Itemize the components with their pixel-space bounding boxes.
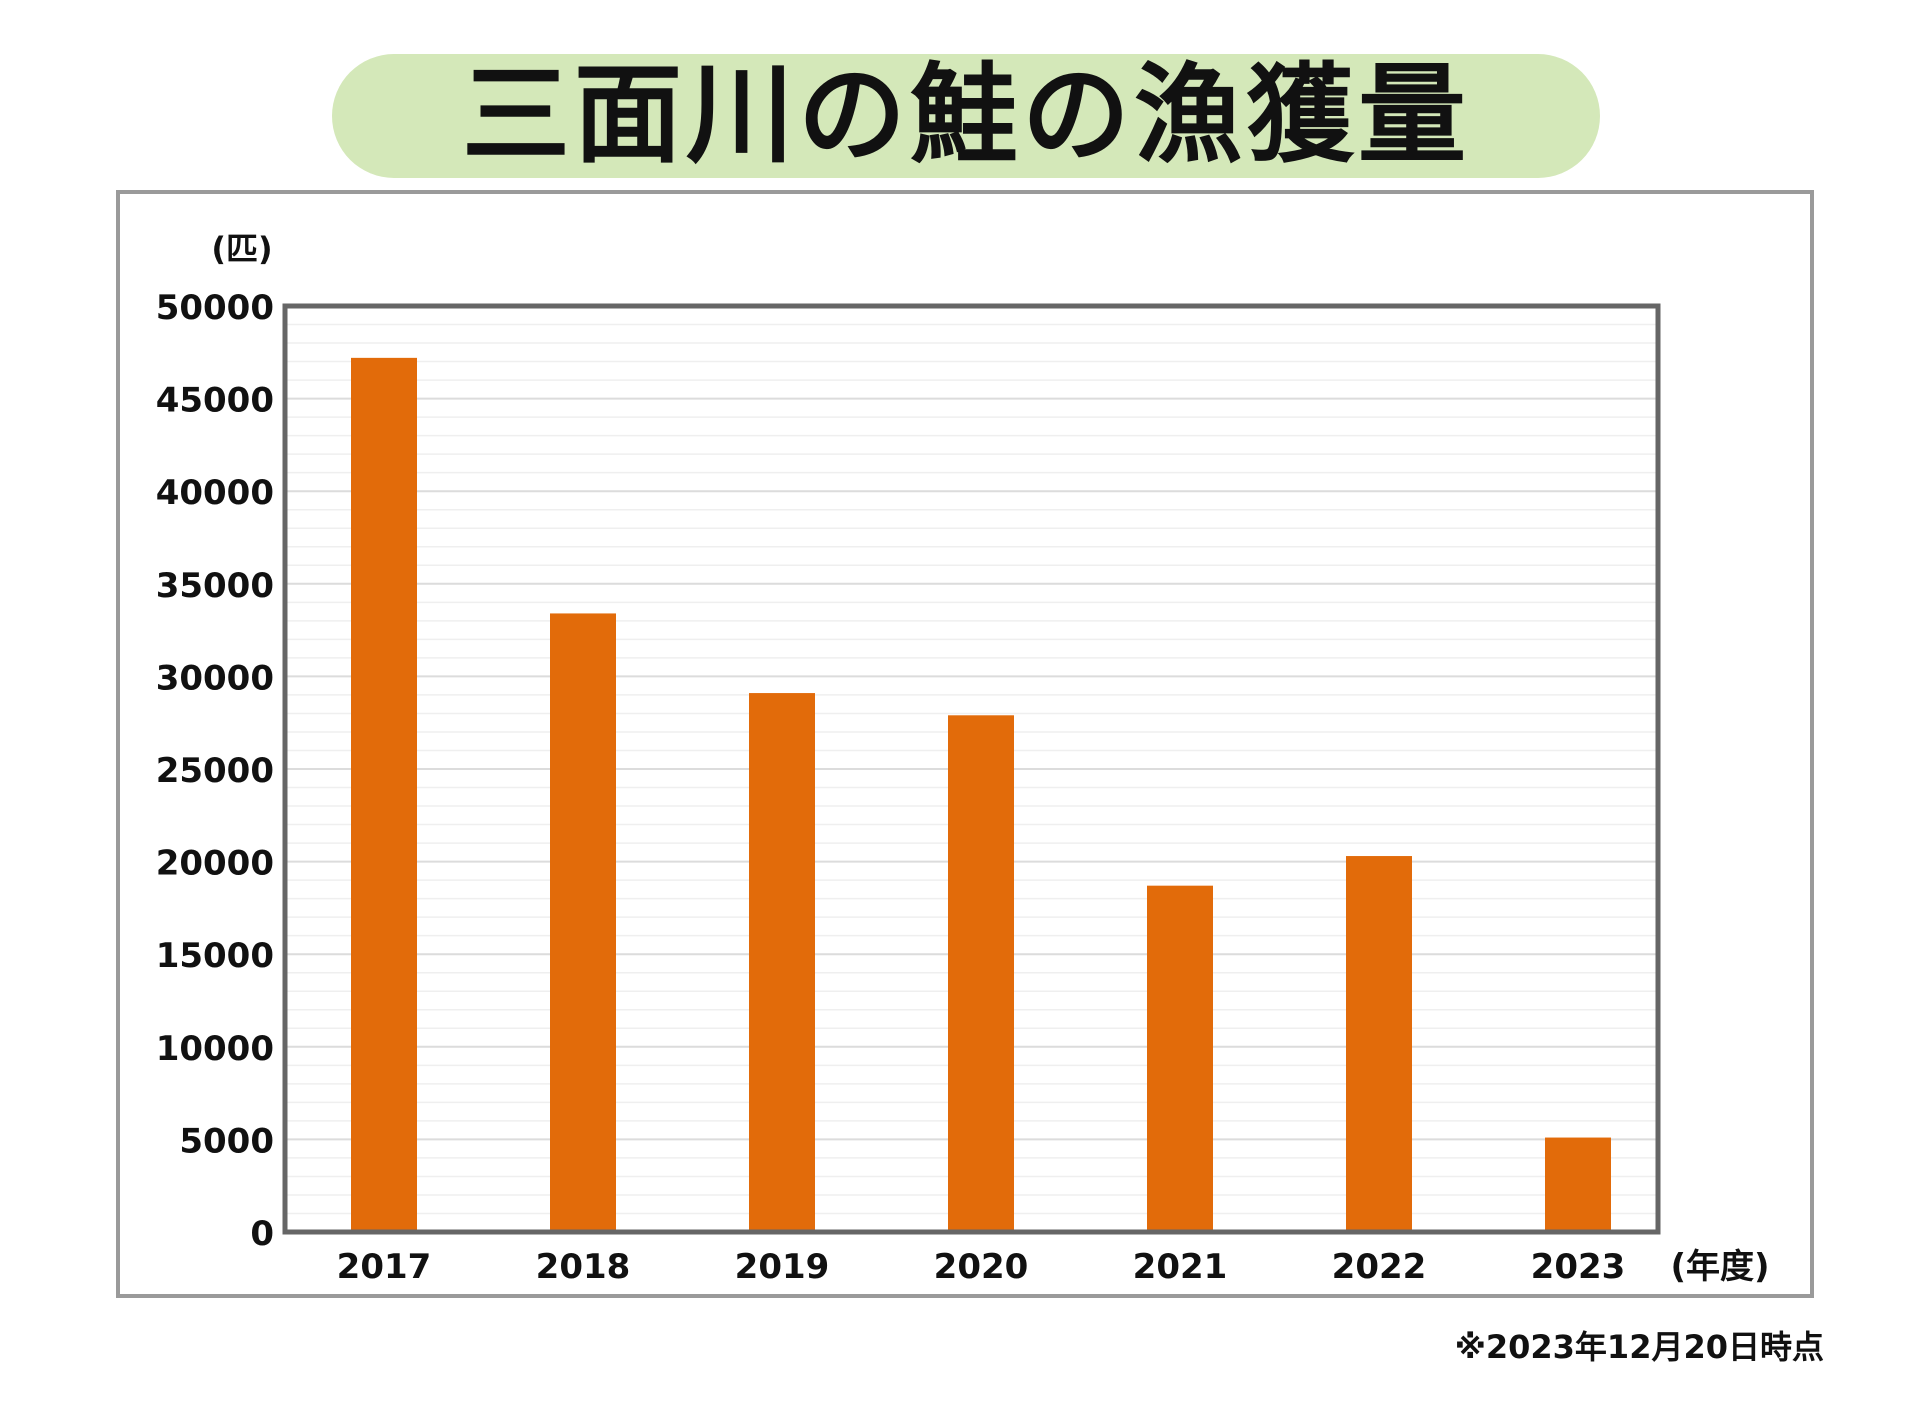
- bar-2022: [1346, 856, 1412, 1232]
- x-tick-label: 2023: [1531, 1247, 1626, 1287]
- x-tick-label: 2019: [735, 1247, 830, 1287]
- y-tick-label: 45000: [156, 381, 274, 421]
- y-tick-label: 35000: [156, 566, 274, 606]
- x-tick-label: 2017: [337, 1247, 432, 1287]
- y-tick-label: 5000: [179, 1121, 274, 1161]
- y-tick-label: 50000: [156, 288, 274, 328]
- y-tick-label: 0: [250, 1214, 274, 1254]
- x-tick-label: 2018: [536, 1247, 631, 1287]
- footnote: ※2023年12月20日時点: [1454, 1328, 1824, 1366]
- y-tick-label: 40000: [156, 473, 274, 513]
- y-tick-label: 10000: [156, 1029, 274, 1069]
- y-tick-label: 20000: [156, 844, 274, 884]
- bar-2019: [749, 693, 815, 1232]
- plot-border: [282, 303, 1661, 1235]
- y-tick-label: 25000: [156, 751, 274, 791]
- chart-title-banner: 三面川の鮭の漁獲量: [332, 54, 1600, 178]
- chart-title: 三面川の鮭の漁獲量: [461, 53, 1470, 178]
- x-tick-label: 2022: [1332, 1247, 1427, 1287]
- bar-2023: [1545, 1137, 1611, 1232]
- x-tick-label: 2020: [934, 1247, 1029, 1287]
- y-tick-label: 30000: [156, 658, 274, 698]
- bar-2018: [550, 613, 616, 1232]
- bar-2017: [351, 357, 417, 1233]
- y-axis-label: (匹): [211, 230, 272, 268]
- x-axis-label: (年度): [1670, 1247, 1769, 1287]
- bar-2021: [1147, 885, 1213, 1232]
- y-tick-label: 15000: [156, 936, 274, 976]
- bar-2020: [948, 715, 1014, 1232]
- x-tick-label: 2021: [1133, 1247, 1228, 1287]
